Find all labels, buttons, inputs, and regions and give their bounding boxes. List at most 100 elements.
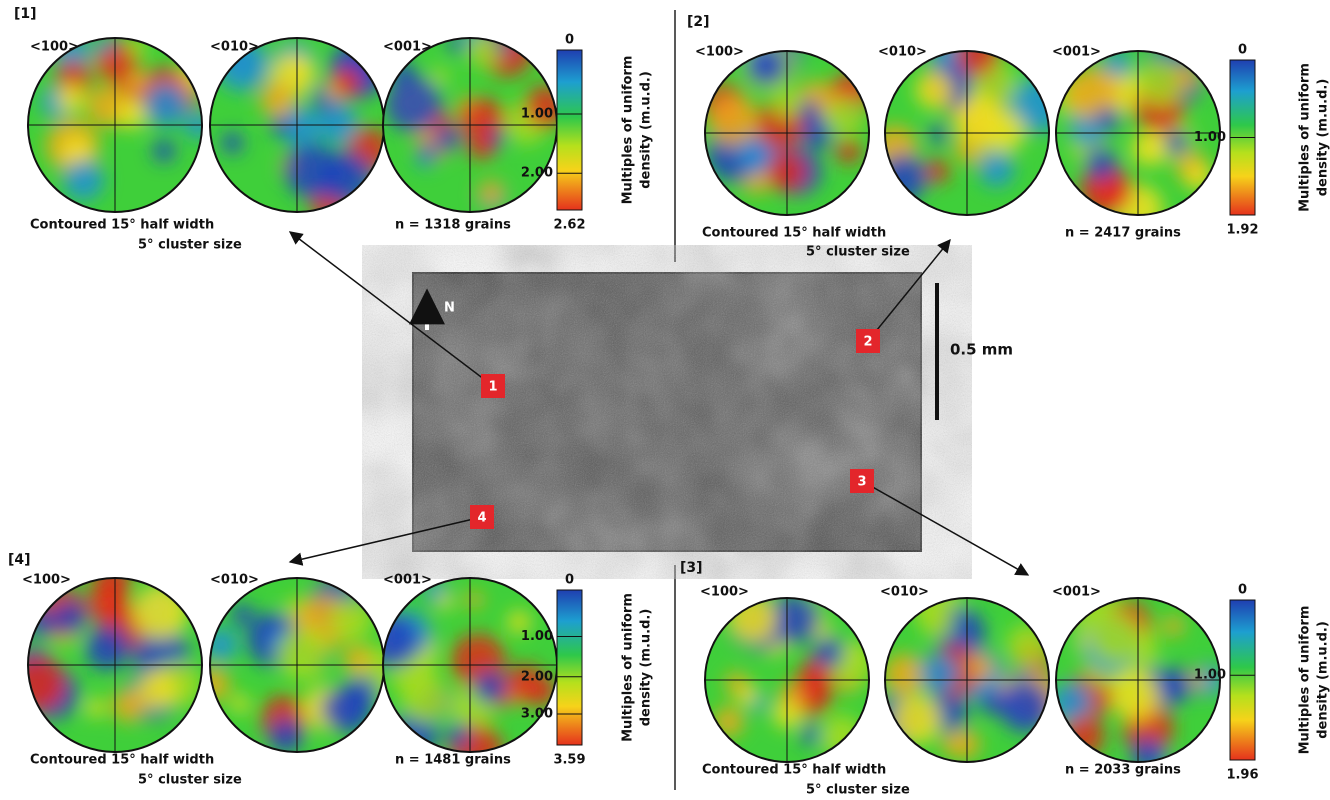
colorbar-title: density (m.u.d.)	[639, 71, 654, 189]
pf-blob	[983, 111, 1025, 153]
pf-blob	[133, 584, 188, 639]
pf-blob	[86, 698, 105, 717]
pf-blob	[330, 598, 373, 641]
colorbar-label: 3.59	[553, 753, 585, 768]
pf-blob	[344, 677, 377, 710]
panel-label: [3]	[680, 560, 703, 576]
grain-count: n = 1481 grains	[395, 753, 511, 768]
axis-label: <100>	[22, 573, 71, 588]
colorbar	[557, 590, 582, 745]
marker-label: 1	[488, 380, 497, 395]
pf-blob	[780, 683, 802, 705]
contour-note: Contoured 15° half width	[30, 753, 214, 768]
pf-blob	[979, 152, 1014, 187]
pf-blob	[474, 671, 506, 703]
axis-label: <001>	[1052, 45, 1101, 60]
pf-blob	[1007, 624, 1049, 666]
pf-blob	[53, 600, 87, 634]
axis-label: <001>	[1052, 585, 1101, 600]
pf-blob	[222, 132, 244, 154]
marker-label: 2	[863, 335, 872, 350]
figure: 0.5 mm N [1]<100><010><001>01.002.002.62…	[0, 0, 1330, 796]
pf-blob	[438, 593, 454, 609]
axis-label: <001>	[383, 573, 432, 588]
pf-blob	[929, 125, 948, 144]
pf-blob	[1090, 612, 1142, 664]
pf-blob	[259, 82, 295, 118]
axis-label: <100>	[695, 45, 744, 60]
pf-blob	[446, 723, 469, 746]
grain-count: n = 2417 grains	[1065, 226, 1181, 241]
pf-blob	[1096, 107, 1120, 131]
pf-blob	[916, 71, 954, 109]
pf-blob	[56, 84, 85, 113]
pf-blob	[1111, 672, 1160, 721]
pf-blob	[813, 637, 844, 668]
pf-blob	[153, 140, 175, 162]
pf-blob	[136, 669, 177, 710]
pf-blob	[231, 695, 249, 713]
pole-figure	[10, 561, 202, 752]
pole-figure	[210, 38, 391, 224]
grain-count: n = 1318 grains	[395, 218, 511, 233]
colorbar-title: density (m.u.d.)	[1316, 79, 1330, 197]
marker-label: 3	[857, 475, 866, 490]
pf-blob	[1175, 66, 1199, 90]
colorbar-label: 1.00	[521, 107, 553, 122]
pf-blob	[950, 729, 980, 759]
pf-blob	[430, 67, 449, 86]
colorbar-label: 2.62	[553, 218, 585, 233]
pf-blob	[420, 142, 436, 158]
colorbar-title: density (m.u.d.)	[1316, 621, 1330, 739]
colorbar	[1230, 600, 1255, 760]
pf-blob	[1159, 668, 1193, 702]
pf-blob	[10, 656, 65, 711]
pf-blob	[967, 654, 994, 681]
pf-blob	[343, 645, 370, 672]
pf-blob	[27, 609, 55, 637]
colorbar-label: 2.00	[521, 669, 553, 684]
pf-blob	[713, 707, 743, 737]
axis-label: <010>	[210, 573, 259, 588]
pf-blob	[1131, 131, 1166, 166]
contour-note: Contoured 15° half width	[702, 226, 886, 241]
panel-label: [2]	[687, 14, 710, 30]
colorbar-label: 1.00	[1194, 668, 1226, 683]
cluster-note: 5° cluster size	[806, 245, 910, 260]
pf-blob	[892, 695, 942, 745]
pf-blob	[1085, 148, 1117, 180]
pf-blob	[468, 133, 495, 160]
colorbar-title: Multiples of uniform	[1298, 606, 1313, 755]
pf-blob	[955, 31, 999, 75]
pf-blob	[144, 83, 188, 127]
panel-label: [4]	[8, 552, 31, 568]
colorbar-label: 1.00	[521, 629, 553, 644]
colorbar-label: 1.92	[1226, 223, 1258, 238]
pf-blob	[204, 628, 237, 661]
pf-blob	[435, 126, 460, 151]
pole-figure	[873, 579, 1066, 762]
colorbar	[557, 50, 582, 210]
colorbar-label: 1.96	[1226, 768, 1258, 783]
north-label: N	[444, 301, 455, 316]
cluster-note: 5° cluster size	[138, 773, 242, 788]
pf-blob	[801, 725, 821, 745]
colorbar-label: 3.00	[521, 707, 553, 722]
pf-blob	[231, 604, 253, 626]
pf-blob	[1163, 616, 1184, 637]
colorbar-label: 0	[565, 573, 574, 588]
pf-blob	[63, 160, 104, 201]
axis-label: <100>	[700, 585, 749, 600]
scale-label: 0.5 mm	[950, 341, 1013, 359]
colorbar-title: Multiples of uniform	[621, 56, 636, 205]
pf-blob	[277, 628, 330, 681]
pf-blob	[836, 139, 861, 164]
colorbar-label: 0	[1238, 43, 1247, 58]
grain-count: n = 2033 grains	[1065, 763, 1181, 778]
pf-blob	[826, 96, 866, 136]
colorbar-title: density (m.u.d.)	[639, 609, 654, 727]
pf-blob	[728, 594, 777, 643]
cluster-note: 5° cluster size	[806, 783, 910, 797]
cluster-note: 5° cluster size	[138, 238, 242, 253]
pf-blob	[401, 675, 449, 723]
